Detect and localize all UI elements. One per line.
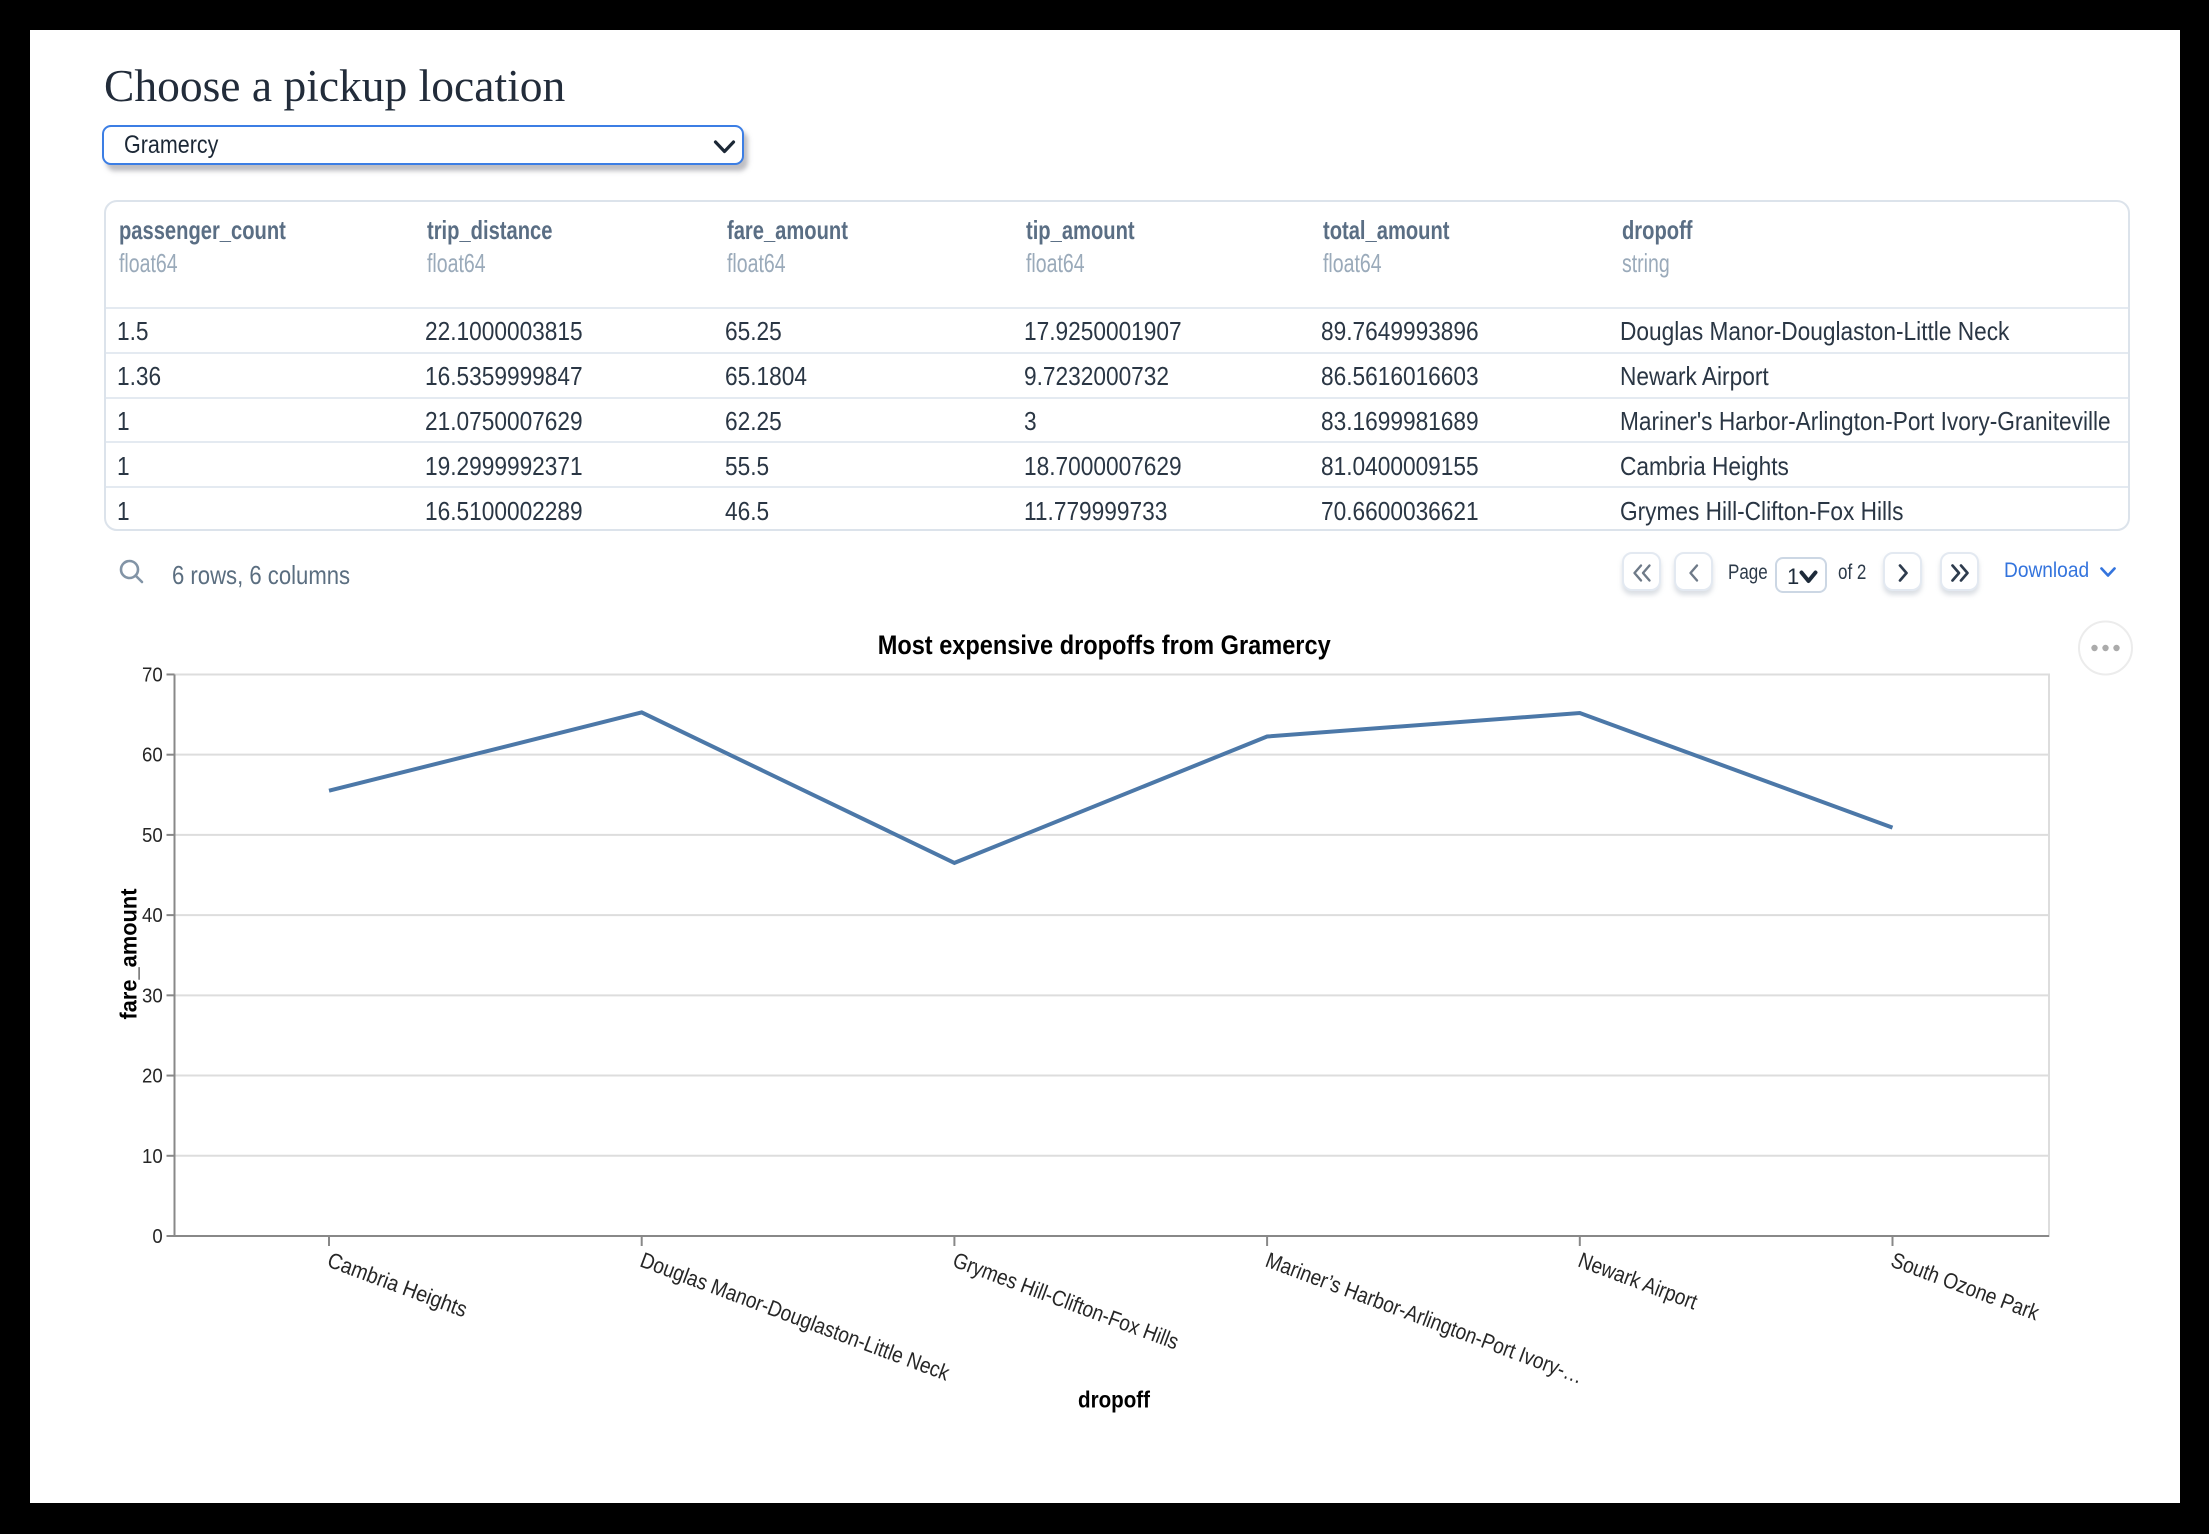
svg-text:Most expensive dropoffs from G: Most expensive dropoffs from Gramercy <box>878 630 1331 660</box>
svg-text:Mariner’s Harbor-Arlington-Por: Mariner’s Harbor-Arlington-Port Ivory-… <box>1262 1247 1586 1388</box>
svg-text:30: 30 <box>142 985 163 1007</box>
svg-text:dropoff: dropoff <box>1078 1387 1150 1413</box>
svg-text:20: 20 <box>142 1066 163 1088</box>
svg-text:South Ozone Park: South Ozone Park <box>1888 1247 2044 1325</box>
svg-text:Newark Airport: Newark Airport <box>1575 1247 1701 1314</box>
svg-text:0: 0 <box>152 1226 162 1248</box>
svg-text:Cambria Heights: Cambria Heights <box>324 1247 470 1322</box>
svg-text:40: 40 <box>142 905 163 927</box>
svg-text:70: 70 <box>142 664 163 686</box>
svg-text:Grymes Hill-Clifton-Fox Hills: Grymes Hill-Clifton-Fox Hills <box>950 1247 1183 1354</box>
svg-text:50: 50 <box>142 825 163 847</box>
svg-text:fare_amount: fare_amount <box>116 888 142 1019</box>
svg-text:Douglas Manor-Douglaston-Littl: Douglas Manor-Douglaston-Little Neck <box>637 1247 954 1386</box>
svg-text:60: 60 <box>142 745 163 767</box>
svg-text:10: 10 <box>142 1146 163 1168</box>
